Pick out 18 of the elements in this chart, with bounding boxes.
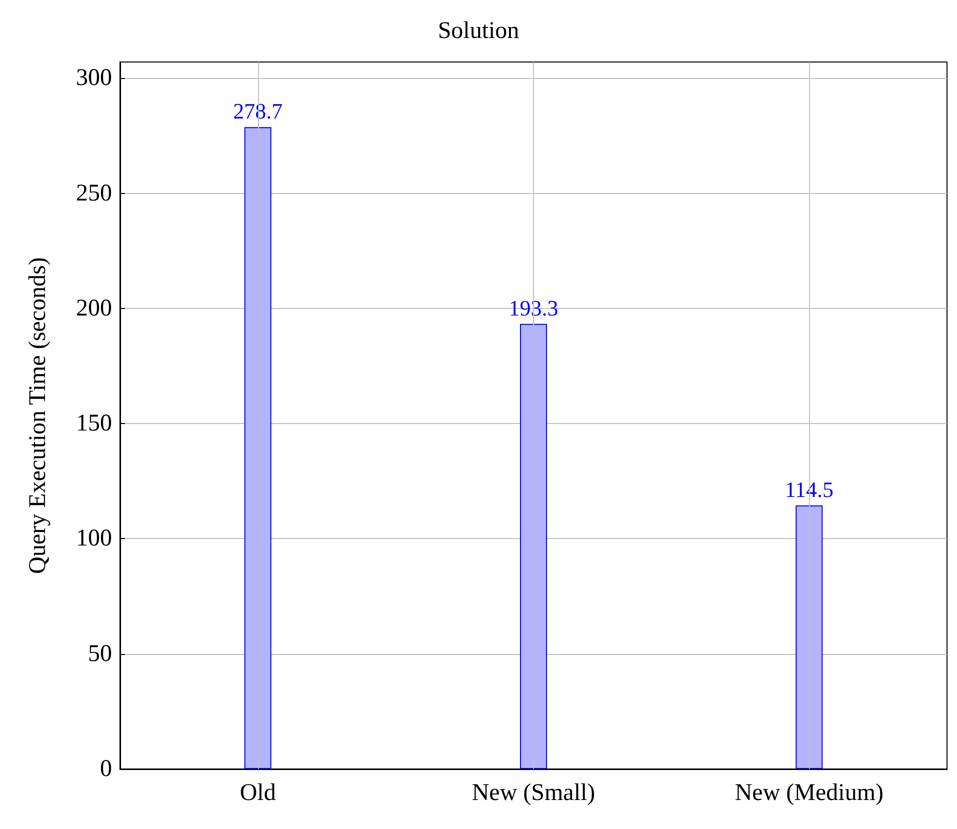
bar	[520, 324, 547, 769]
y-tick-label: 100	[76, 526, 112, 552]
x-tick-label: New (Medium)	[734, 780, 884, 806]
data-label: 193.3	[508, 295, 558, 320]
chart-title: Solution	[438, 18, 520, 44]
y-tick-label: 300	[76, 65, 112, 92]
bar	[796, 505, 823, 769]
bar	[244, 127, 272, 769]
x-tick-label: New (Small)	[472, 780, 596, 806]
y-tick-label: 50	[88, 640, 112, 667]
y-axis-title: Query Execution Time (seconds)	[25, 257, 51, 574]
x-tick-label: Old	[240, 780, 276, 806]
y-tick-label: 250	[76, 180, 112, 206]
data-label: 278.7	[233, 98, 283, 124]
y-tick-label: 150	[76, 410, 112, 437]
y-tick-label: 200	[76, 295, 112, 322]
y-tick-label: 0	[100, 756, 112, 782]
data-label: 114.5	[784, 476, 834, 502]
